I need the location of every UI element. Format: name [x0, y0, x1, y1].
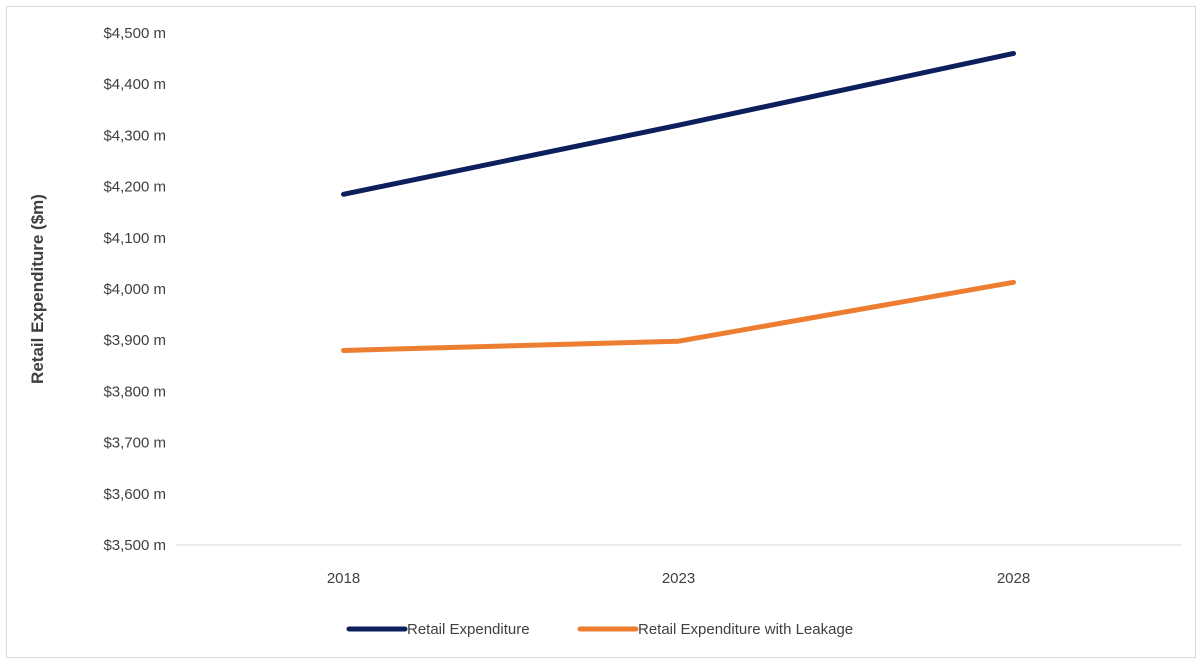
y-tick-label: $4,100 m	[103, 230, 166, 247]
legend-label-2: Retail Expenditure with Leakage	[638, 621, 853, 638]
y-tick-label: $4,200 m	[103, 179, 166, 196]
y-tick-label: $3,500 m	[103, 537, 166, 554]
y-axis-title: Retail Expenditure ($m)	[28, 194, 47, 384]
x-axis-ticks: 2018 2023 2028	[327, 570, 1030, 587]
series-line-2	[341, 279, 1016, 353]
series-lines	[341, 50, 1016, 353]
legend: Retail Expenditure Retail Expenditure wit…	[346, 621, 853, 638]
x-tick-label: 2028	[997, 570, 1030, 587]
series-line-1	[341, 50, 1016, 197]
y-axis-ticks: $3,500 m $3,600 m $3,700 m $3,800 m $3,900 m…	[103, 25, 166, 554]
y-tick-label: $4,300 m	[103, 127, 166, 144]
y-tick-label: $3,800 m	[103, 383, 166, 400]
y-tick-label: $4,500 m	[103, 25, 166, 42]
y-tick-label: $3,600 m	[103, 486, 166, 503]
y-tick-label: $4,400 m	[103, 76, 166, 93]
y-tick-label: $4,000 m	[103, 281, 166, 298]
y-tick-label: $3,900 m	[103, 332, 166, 349]
y-tick-label: $3,700 m	[103, 435, 166, 452]
legend-label-1: Retail Expenditure	[407, 621, 530, 638]
chart-frame	[6, 6, 1196, 658]
x-tick-label: 2018	[327, 570, 360, 587]
x-tick-label: 2023	[662, 570, 695, 587]
